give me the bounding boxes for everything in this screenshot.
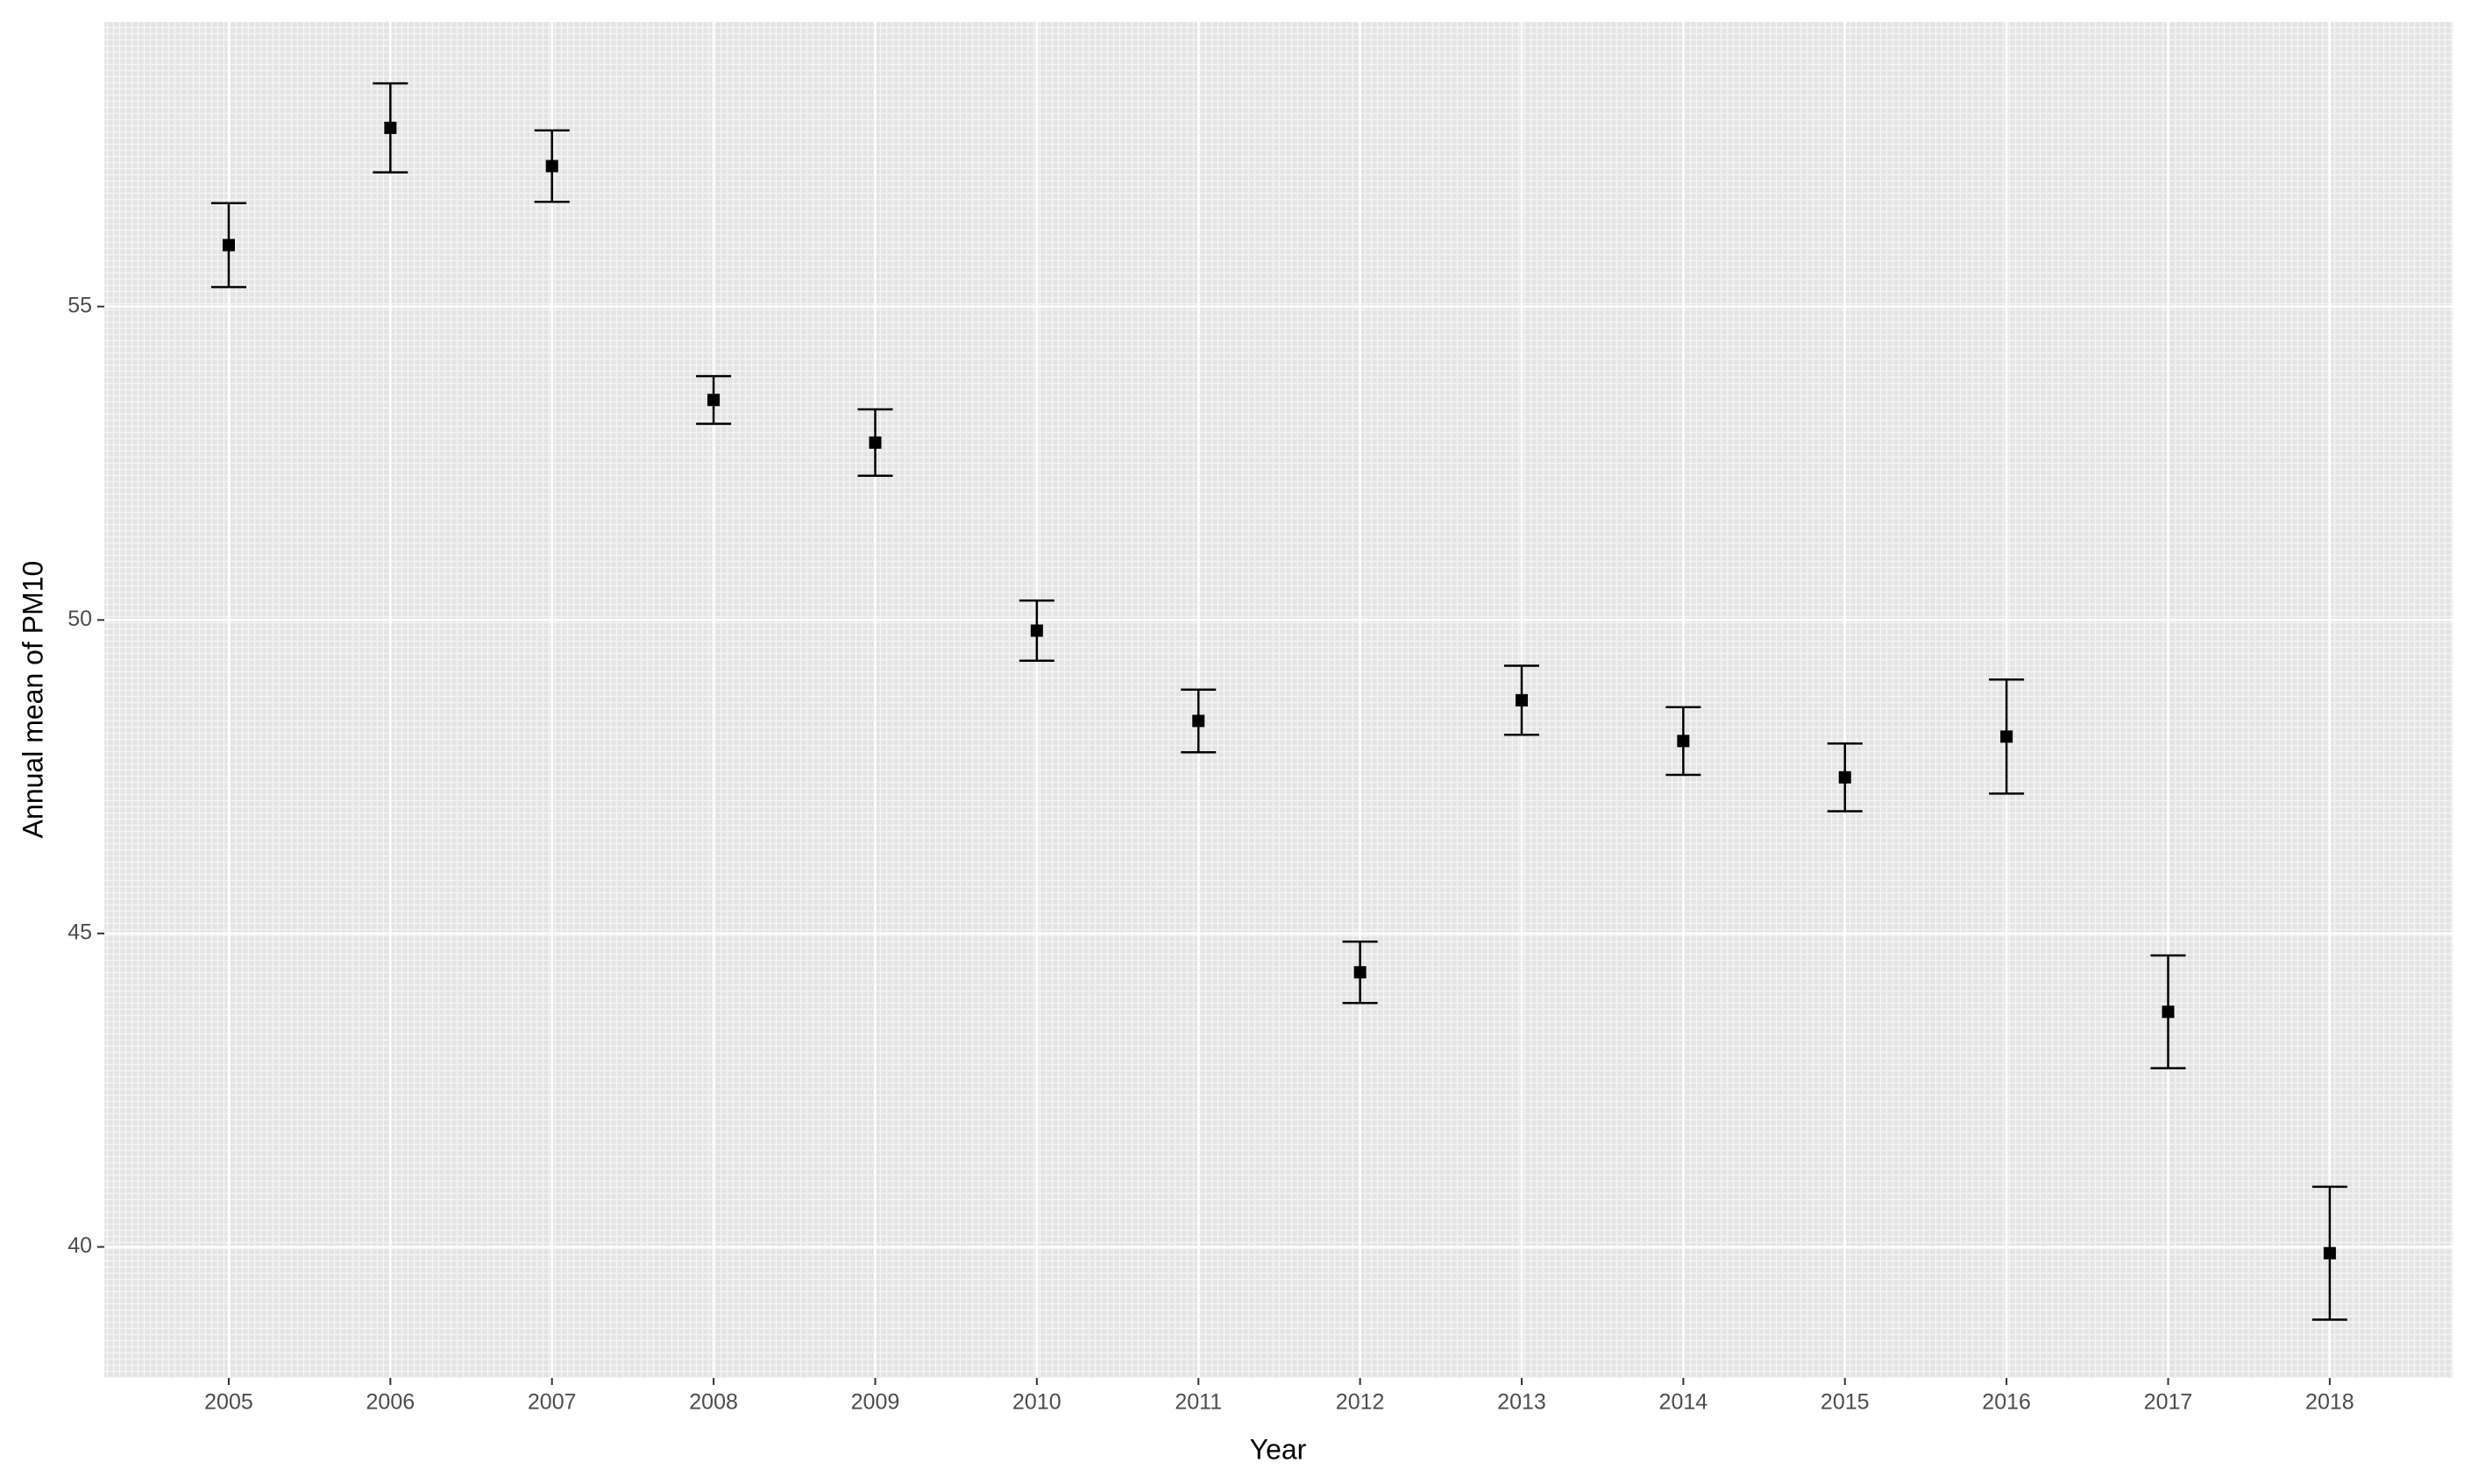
x-tick-label: 2012	[1336, 1390, 1385, 1415]
point	[2323, 1246, 2336, 1260]
y-tick-label: 45	[67, 920, 92, 945]
x-tick-label: 2011	[1175, 1390, 1222, 1415]
y-tick-label: 40	[67, 1233, 92, 1258]
point	[869, 436, 882, 449]
point	[1515, 693, 1528, 706]
y-tick-label: 50	[67, 607, 92, 631]
x-tick-label: 2015	[1821, 1390, 1870, 1415]
y-axis-title: Annual mean of PM10	[17, 561, 48, 839]
plot-panel	[104, 22, 2453, 1378]
point	[1192, 714, 1205, 728]
x-tick-label: 2009	[851, 1390, 900, 1415]
point	[2000, 730, 2013, 743]
point	[1677, 735, 1690, 748]
x-tick-label: 2018	[2305, 1390, 2354, 1415]
x-axis-title: Year	[1250, 1433, 1307, 1465]
point	[2162, 1005, 2175, 1019]
point	[1838, 770, 1851, 784]
x-tick-label: 2008	[689, 1390, 738, 1415]
x-tick-label: 2013	[1497, 1390, 1546, 1415]
x-tick-label: 2016	[1982, 1390, 2031, 1415]
point	[1353, 966, 1367, 979]
point	[545, 160, 558, 173]
point	[222, 238, 235, 252]
y-tick-label: 55	[67, 293, 92, 317]
x-tick-label: 2006	[366, 1390, 415, 1415]
x-tick-label: 2010	[1012, 1390, 1061, 1415]
point	[384, 121, 397, 134]
x-tick-label: 2007	[528, 1390, 577, 1415]
point	[1030, 624, 1043, 637]
point	[707, 394, 721, 407]
x-tick-label: 2017	[2144, 1390, 2193, 1415]
x-tick-label: 2005	[204, 1390, 253, 1415]
x-tick-label: 2014	[1659, 1390, 1708, 1415]
